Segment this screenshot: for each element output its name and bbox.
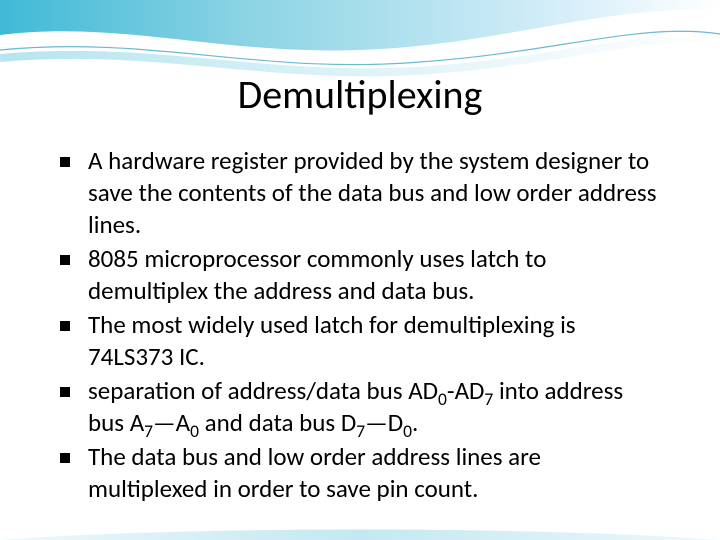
slide: Demultiplexing A hardware register provi… bbox=[0, 0, 720, 540]
bullet-icon bbox=[60, 321, 70, 331]
bullet-text: The data bus and low order address lines… bbox=[88, 441, 660, 505]
bottom-accent bbox=[0, 522, 720, 540]
bullet-text: A hardware register provided by the syst… bbox=[88, 145, 660, 241]
bullet-text: 8085 microprocessor commonly uses latch … bbox=[88, 243, 660, 307]
bullet-text: The most widely used latch for demultipl… bbox=[88, 309, 660, 373]
slide-title: Demultiplexing bbox=[0, 70, 720, 119]
bullet-icon bbox=[60, 387, 70, 397]
bullet-text: separation of address/data bus AD0-AD7 i… bbox=[88, 375, 660, 439]
list-item: The data bus and low order address lines… bbox=[60, 441, 660, 505]
list-item: The most widely used latch for demultipl… bbox=[60, 309, 660, 373]
list-item: A hardware register provided by the syst… bbox=[60, 145, 660, 241]
slide-body: A hardware register provided by the syst… bbox=[60, 145, 660, 507]
list-item: separation of address/data bus AD0-AD7 i… bbox=[60, 375, 660, 439]
bullet-icon bbox=[60, 157, 70, 167]
bullet-icon bbox=[60, 453, 70, 463]
bullet-icon bbox=[60, 255, 70, 265]
list-item: 8085 microprocessor commonly uses latch … bbox=[60, 243, 660, 307]
